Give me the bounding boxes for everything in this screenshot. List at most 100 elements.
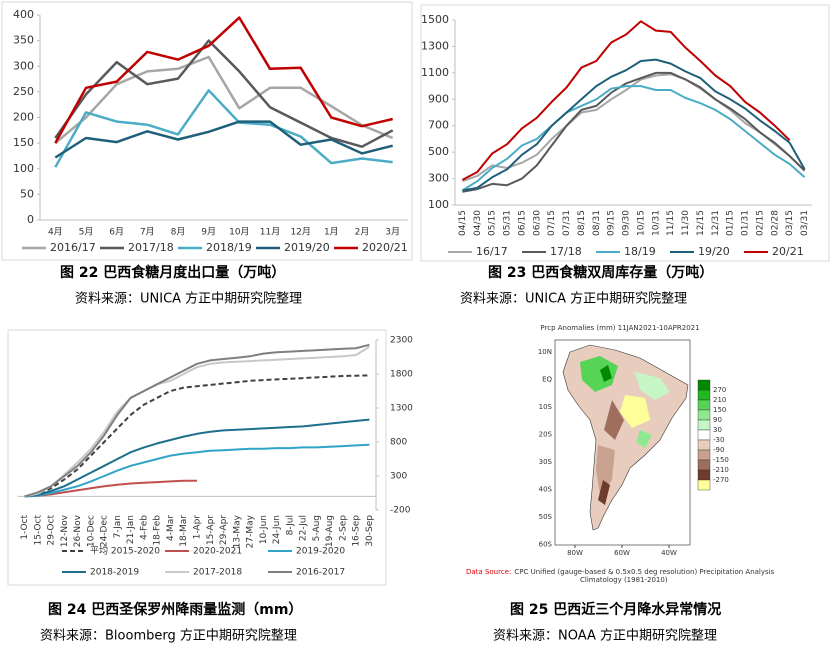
y-tick-label: 100 [428,198,449,211]
x-tick-label: 01/15 [726,210,736,236]
x-tick-label: 1-Apr [193,515,203,540]
x-tick-label: 11/15 [666,210,676,236]
wet-area [635,372,670,400]
legend-label: 2019/20 [284,241,330,254]
x-tick-label: 7-Jan [113,515,123,538]
x-tick-label: 07/31 [562,210,572,236]
caption: 图 22 巴西食糖月度出口量（万吨） [60,264,285,281]
colorbar-box [697,379,711,391]
colorbar-box [697,459,711,471]
colorbar-label: 150 [713,406,726,414]
colorbar-box [697,479,711,491]
x-tick-label: 01/31 [741,210,751,236]
x-tick-label: 13-May [232,514,242,548]
y-tick-label: 150 [13,136,34,149]
colorbar-box [697,449,711,461]
dry-area [620,395,650,428]
x-tick-label: 12/31 [711,210,721,236]
colorbar-label: -90 [713,446,724,454]
wet-area [600,365,612,382]
frame [420,4,830,262]
wet-area [580,356,618,392]
colorbar-label: -210 [713,466,729,474]
x-tick-label: 10/15 [636,210,646,236]
x-tick-label: 03/31 [800,210,810,236]
legend-label: 19/20 [698,245,730,258]
legend-label: 2020/21 [362,241,408,254]
lat-label: 20S [539,431,553,439]
x-tick-label: 16-Sep [352,515,362,547]
legend-label: 2017-2018 [193,568,242,578]
frame [1,1,413,261]
x-tick-label: 24-Jun [272,515,282,544]
y-tick-label: 800 [390,438,407,448]
x-tick-label: 08/15 [577,210,587,236]
y-tick-label: 300 [390,472,407,482]
x-tick-label: 06/15 [517,210,527,236]
x-tick-label: 02/15 [755,210,765,236]
x-tick-label: 02/28 [770,210,780,236]
x-tick-label: 21-Jan [126,515,136,544]
x-tick-label: 11月 [260,227,280,238]
y-tick-label: 50 [20,187,34,200]
x-tick-label: 03/15 [785,210,795,236]
source: 资料来源：UNICA 方正中期研究院整理 [75,291,302,307]
x-tick-label: 10月 [229,227,249,238]
source-label: Data Source: [466,568,511,576]
series-line [24,479,197,498]
x-tick-label: 6月 [109,227,124,238]
lat-label: 30S [539,458,553,466]
dry-area [604,400,624,440]
x-tick-label: 7月 [140,227,155,238]
x-tick-label: 12-Nov [60,514,70,547]
colorbar-box [697,389,711,401]
caption: 图 23 巴西食糖双周库存量（万吨） [488,264,713,281]
x-tick-label: 10-Jun [259,515,269,544]
x-tick-label: 26-Nov [73,514,83,547]
x-tick-label: 4-Feb [139,515,149,540]
y-tick-label: -200 [390,506,411,516]
lon-label: 60W [614,549,630,557]
lat-label: EQ [542,376,552,384]
legend-label: 20/21 [772,245,804,258]
x-tick-label: 05/15 [488,210,498,236]
x-tick-label: 3月 [385,227,400,238]
x-tick-label: 12月 [290,227,310,238]
colorbar-box [697,419,711,431]
x-tick-label: 8-Jul [285,515,295,535]
x-tick-label: 09/15 [607,210,617,236]
y-tick-label: 1300 [421,39,449,52]
x-tick-label: 06/30 [532,210,542,236]
y-tick-label: 300 [428,172,449,185]
series-line [54,16,393,144]
legend-label: 17/18 [550,245,582,258]
lat-label: 10N [538,348,552,356]
legend-label: 18/19 [624,245,656,258]
map-heading: Prcp Anomalies (mm) 11JAN2021-10APR2021 [540,324,699,332]
y-tick-label: 900 [428,92,449,105]
x-tick-label: 11/30 [681,210,691,236]
source: 资料来源：Bloomberg 方正中期研究院整理 [40,628,297,644]
x-tick-label: 2月 [355,227,370,238]
x-tick-label: 5-Aug [312,515,322,541]
x-tick-label: 12/15 [696,210,706,236]
series-line [54,89,393,168]
series-line [462,71,806,193]
x-tick-label: 10-Dec [86,515,96,547]
lon-label: 80W [567,549,583,557]
colorbar-box [697,409,711,421]
lat-label: 40S [539,486,553,494]
y-tick-label: 1300 [390,404,413,414]
caption: 图 24 巴西圣保罗州降雨量监测（mm） [48,601,302,618]
series-line [54,39,394,148]
x-tick-label: 15-Apr [206,515,216,545]
colorbar-label: -270 [713,476,729,484]
map-source: Data Source: CPC Unified (gauge-based & 0… [466,568,775,576]
caption: 图 25 巴西近三个月降水异常情况 [510,601,721,618]
lat-label: 50S [539,513,553,521]
x-tick-label: 22-Jul [299,515,309,541]
y-tick-label: 1100 [421,66,449,79]
x-tick-label: 5月 [79,227,94,238]
